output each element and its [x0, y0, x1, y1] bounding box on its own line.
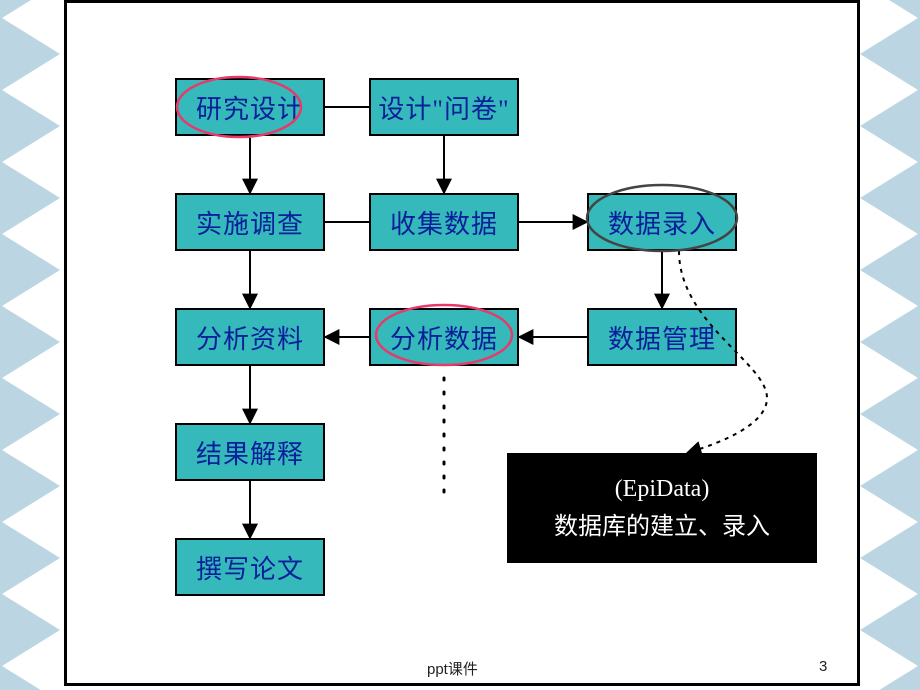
- node-analyze-data: 分析数据: [369, 308, 519, 366]
- node-label: 结果解释: [196, 434, 304, 471]
- epidata-line2: 数据库的建立、录入: [554, 508, 770, 546]
- node-write-paper: 撰写论文: [175, 538, 325, 596]
- epidata-line1: (EpiData): [615, 470, 710, 508]
- node-collect-data: 收集数据: [369, 193, 519, 251]
- page: 研究设计 设计"问卷" 实施调查 收集数据 数据录入 分析资料 分析数据 数据管…: [0, 0, 920, 690]
- node-label: 数据管理: [608, 319, 716, 356]
- node-data-management: 数据管理: [587, 308, 737, 366]
- node-label: 撰写论文: [196, 549, 304, 586]
- node-label: 实施调查: [196, 204, 304, 241]
- right-decor: [860, 0, 920, 690]
- node-analyze-material: 分析资料: [175, 308, 325, 366]
- footer-label: ppt课件: [427, 658, 478, 679]
- node-label: 数据录入: [608, 204, 716, 241]
- page-number: 3: [819, 658, 827, 675]
- node-design-questionnaire: 设计"问卷": [369, 78, 519, 136]
- epidata-box: (EpiData) 数据库的建立、录入: [507, 453, 817, 563]
- node-data-entry: 数据录入: [587, 193, 737, 251]
- node-label: 设计"问卷": [378, 89, 509, 126]
- left-decor: [0, 0, 60, 690]
- diagram-frame: 研究设计 设计"问卷" 实施调查 收集数据 数据录入 分析资料 分析数据 数据管…: [64, 0, 860, 686]
- node-label: 分析数据: [390, 319, 498, 356]
- node-conduct-survey: 实施调查: [175, 193, 325, 251]
- node-label: 分析资料: [196, 319, 304, 356]
- node-label: 收集数据: [390, 204, 498, 241]
- node-research-design: 研究设计: [175, 78, 325, 136]
- node-interpret-results: 结果解释: [175, 423, 325, 481]
- node-label: 研究设计: [196, 89, 304, 126]
